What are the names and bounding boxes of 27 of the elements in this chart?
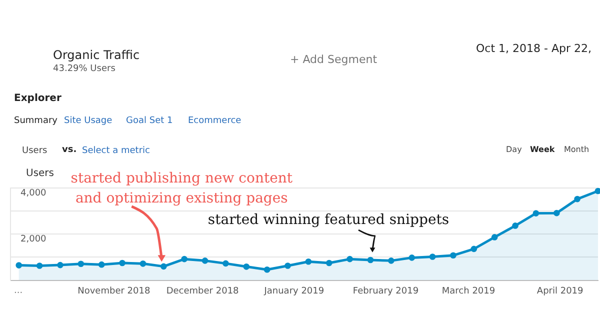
y-tick-label: 2,000 <box>20 234 47 244</box>
text: Users <box>26 168 54 179</box>
x-tick-label: February 2019 <box>352 286 419 296</box>
text: 43.29% Users <box>53 64 116 74</box>
text: Select a metric <box>82 146 150 156</box>
text: Explorer <box>14 93 62 104</box>
x-tick-label: April 2019 <box>536 286 584 296</box>
text: vs. <box>62 145 77 155</box>
text: + Add Segment <box>290 53 378 66</box>
annotation: started publishing new content and optimizing existing pages <box>70 170 293 206</box>
text: Goal Set 1 <box>126 116 173 126</box>
x-tick-label: December 2018 <box>166 286 240 296</box>
text: Site Usage <box>64 116 113 126</box>
y-tick-label: 4,000 <box>20 188 47 198</box>
text: Users <box>22 146 48 156</box>
text: ... <box>14 286 23 296</box>
text: Month <box>564 145 590 154</box>
x-tick-label: November 2018 <box>78 286 150 296</box>
annotation: started winning featured snippets <box>208 212 450 228</box>
x-tick-label: January 2019 <box>263 286 324 296</box>
text: Ecommerce <box>188 116 242 126</box>
text: Day <box>506 145 522 154</box>
text: Week <box>530 145 556 154</box>
x-tick-label: March 2019 <box>442 286 496 296</box>
text: Oct 1, 2018 - Apr 22, <box>476 42 592 55</box>
text: Organic Traffic <box>53 48 140 62</box>
text: Summary <box>14 116 58 126</box>
